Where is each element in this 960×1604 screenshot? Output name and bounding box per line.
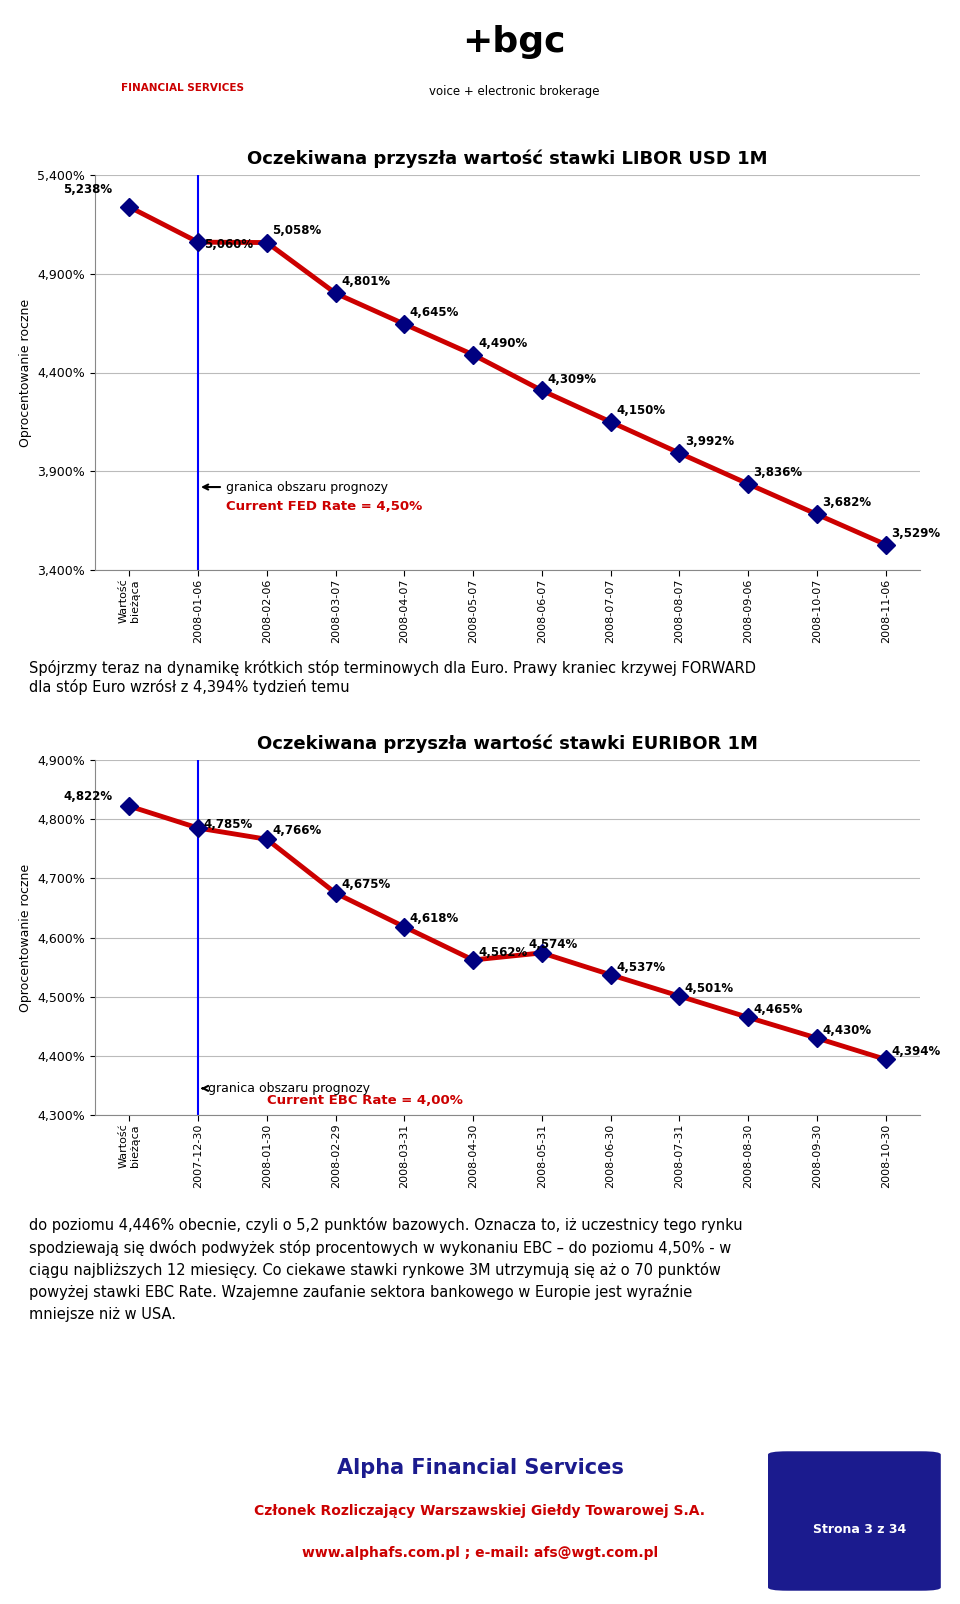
Text: 4,537%: 4,537% bbox=[616, 961, 665, 974]
Text: 3,992%: 3,992% bbox=[684, 435, 734, 448]
Title: Oczekiwana przyszła wartość stawki LIBOR USD 1M: Oczekiwana przyszła wartość stawki LIBOR… bbox=[248, 149, 768, 168]
Text: FINANCIAL SERVICES: FINANCIAL SERVICES bbox=[121, 83, 244, 93]
Text: 4,766%: 4,766% bbox=[273, 824, 322, 837]
Text: 4,675%: 4,675% bbox=[341, 879, 391, 892]
Text: 2008-05-31: 2008-05-31 bbox=[537, 1123, 547, 1189]
Text: 4,150%: 4,150% bbox=[616, 404, 665, 417]
Text: 2008-03-07: 2008-03-07 bbox=[330, 579, 341, 643]
Text: Wartość
bieżąca: Wartość bieżąca bbox=[119, 1123, 140, 1168]
Text: Spójrzmy teraz na dynamikę krótkich stóp terminowych dla Euro. Prawy kraniec krz: Spójrzmy teraz na dynamikę krótkich stóp… bbox=[29, 659, 756, 695]
Text: 2008-05-07: 2008-05-07 bbox=[468, 579, 478, 643]
Text: 2008-01-06: 2008-01-06 bbox=[193, 579, 204, 643]
Text: 2008-03-31: 2008-03-31 bbox=[399, 1123, 409, 1189]
Text: Wartość
bieżąca: Wartość bieżąca bbox=[119, 579, 140, 624]
Text: αlpha: αlpha bbox=[138, 32, 228, 59]
Text: 3,682%: 3,682% bbox=[823, 496, 872, 510]
Text: 2008-06-07: 2008-06-07 bbox=[537, 579, 547, 643]
Text: 5,060%: 5,060% bbox=[204, 237, 252, 252]
Text: 5,058%: 5,058% bbox=[273, 223, 322, 237]
Text: 4,801%: 4,801% bbox=[341, 276, 391, 289]
Text: 4,574%: 4,574% bbox=[528, 938, 577, 951]
Y-axis label: Oprocentowanie roczne: Oprocentowanie roczne bbox=[19, 298, 32, 446]
Text: 4,645%: 4,645% bbox=[410, 306, 459, 319]
Text: 2008-09-06: 2008-09-06 bbox=[743, 579, 754, 643]
Text: 2008-08-30: 2008-08-30 bbox=[743, 1123, 754, 1189]
Text: 4,822%: 4,822% bbox=[63, 789, 112, 802]
Text: 2008-02-29: 2008-02-29 bbox=[330, 1123, 341, 1189]
Text: +bgc: +bgc bbox=[463, 26, 565, 59]
Text: Current FED Rate = 4,50%: Current FED Rate = 4,50% bbox=[226, 500, 421, 513]
Text: granica obszaru prognozy: granica obszaru prognozy bbox=[204, 481, 388, 494]
Text: www.alphafs.com.pl ; e-mail: afs@wgt.com.pl: www.alphafs.com.pl ; e-mail: afs@wgt.com… bbox=[302, 1546, 658, 1561]
Text: 2007-12-30: 2007-12-30 bbox=[193, 1123, 204, 1189]
Text: Alpha Financial Services: Alpha Financial Services bbox=[337, 1458, 623, 1477]
Text: 3,529%: 3,529% bbox=[891, 526, 940, 539]
Text: 3,836%: 3,836% bbox=[754, 465, 803, 480]
Text: 4,490%: 4,490% bbox=[479, 337, 528, 350]
Text: 2008-04-30: 2008-04-30 bbox=[468, 1123, 478, 1189]
Text: 4,394%: 4,394% bbox=[891, 1046, 941, 1059]
Title: Oczekiwana przyszła wartość stawki EURIBOR 1M: Oczekiwana przyszła wartość stawki EURIB… bbox=[257, 735, 758, 752]
Text: 2008-09-30: 2008-09-30 bbox=[812, 1123, 822, 1189]
Text: 4,501%: 4,501% bbox=[684, 982, 734, 994]
Text: 4,785%: 4,785% bbox=[204, 818, 252, 831]
Text: Current EBC Rate = 4,00%: Current EBC Rate = 4,00% bbox=[267, 1094, 463, 1107]
Text: voice + electronic brokerage: voice + electronic brokerage bbox=[429, 85, 599, 98]
Text: 2008-11-06: 2008-11-06 bbox=[880, 579, 891, 643]
Text: 2008-07-31: 2008-07-31 bbox=[674, 1123, 684, 1189]
Text: do poziomu 4,446% obecnie, czyli o 5,2 punktów bazowych. Oznacza to, iż uczestni: do poziomu 4,446% obecnie, czyli o 5,2 p… bbox=[29, 1217, 742, 1322]
Text: 2008-08-07: 2008-08-07 bbox=[674, 579, 684, 643]
Y-axis label: Oprocentowanie roczne: Oprocentowanie roczne bbox=[19, 863, 32, 1012]
Text: 4,430%: 4,430% bbox=[823, 1023, 872, 1036]
Text: granica obszaru prognozy: granica obszaru prognozy bbox=[203, 1081, 371, 1096]
Text: 2008-10-07: 2008-10-07 bbox=[812, 579, 822, 643]
Text: 4,562%: 4,562% bbox=[479, 946, 528, 959]
Text: 4,618%: 4,618% bbox=[410, 913, 459, 926]
Text: 2008-02-06: 2008-02-06 bbox=[262, 579, 272, 643]
FancyBboxPatch shape bbox=[768, 1452, 941, 1591]
Text: Strona 3 z 34: Strona 3 z 34 bbox=[812, 1522, 906, 1535]
Text: Członek Rozliczający Warszawskiej Giełdy Towarowej S.A.: Członek Rozliczający Warszawskiej Giełdy… bbox=[254, 1505, 706, 1519]
Text: 4,309%: 4,309% bbox=[547, 372, 596, 385]
Text: 2008-04-07: 2008-04-07 bbox=[399, 579, 409, 643]
Text: 2008-01-30: 2008-01-30 bbox=[262, 1123, 272, 1189]
Text: 5,238%: 5,238% bbox=[63, 183, 112, 196]
Text: 2008-10-30: 2008-10-30 bbox=[880, 1123, 891, 1189]
Text: 2008-06-30: 2008-06-30 bbox=[606, 1123, 615, 1189]
Text: 2008-07-07: 2008-07-07 bbox=[606, 579, 615, 643]
Text: 4,465%: 4,465% bbox=[754, 1002, 803, 1017]
